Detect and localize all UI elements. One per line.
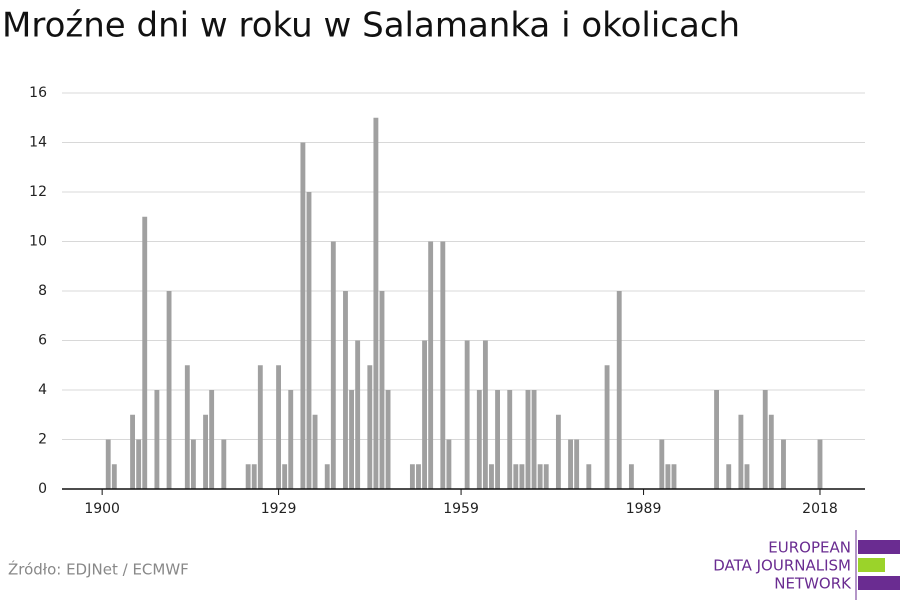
bar <box>343 291 348 489</box>
bar <box>324 464 330 489</box>
bar <box>300 142 306 489</box>
bar <box>142 216 148 489</box>
bar <box>428 241 434 489</box>
bar <box>130 414 135 489</box>
bar <box>184 365 190 489</box>
x-tick-label: 1989 <box>626 501 662 517</box>
bar <box>154 390 160 489</box>
bar <box>665 464 671 489</box>
bar <box>531 390 537 489</box>
x-tick-label: 1929 <box>261 501 297 517</box>
x-tick-label: 1900 <box>84 501 120 517</box>
bar <box>440 241 446 489</box>
y-tick-label: 12 <box>29 184 47 200</box>
bar <box>409 464 415 489</box>
bar <box>190 439 196 489</box>
bar <box>714 390 719 489</box>
bar <box>257 365 263 489</box>
bar <box>768 414 774 489</box>
bar <box>446 439 452 489</box>
bar <box>276 365 281 489</box>
y-tick-label: 10 <box>29 234 47 250</box>
y-tick-label: 14 <box>29 135 47 151</box>
bar <box>209 390 215 489</box>
bar <box>671 464 677 489</box>
bar <box>537 464 543 489</box>
bar <box>513 464 519 489</box>
logo-text: EUROPEAN <box>768 539 851 557</box>
bar <box>221 439 227 489</box>
bar <box>744 464 750 489</box>
bar <box>367 365 373 489</box>
bar <box>604 365 610 489</box>
y-tick-label: 2 <box>38 432 47 448</box>
logo-text: NETWORK <box>774 575 852 593</box>
bar <box>166 291 172 489</box>
bar <box>306 192 312 489</box>
bar <box>245 464 251 489</box>
bar <box>738 414 744 489</box>
y-tick-label: 0 <box>38 481 47 497</box>
logo-bar <box>858 540 900 554</box>
y-tick-label: 6 <box>38 333 47 349</box>
bar <box>781 439 786 489</box>
chart-title: Mroźne dni w roku w Salamanka i okolicac… <box>2 6 740 46</box>
x-tick-label: 1959 <box>443 501 479 517</box>
y-tick-label: 4 <box>38 382 47 398</box>
logo-bar <box>858 576 900 590</box>
bar <box>628 464 634 489</box>
bar <box>373 117 379 489</box>
bar <box>355 340 361 489</box>
bar <box>659 439 665 489</box>
bar <box>525 390 531 489</box>
bar <box>422 340 427 489</box>
bar <box>519 464 525 489</box>
bar <box>489 464 494 489</box>
bar <box>574 439 580 489</box>
bar <box>136 439 142 489</box>
bar <box>568 439 573 489</box>
bar <box>349 390 354 489</box>
bar <box>476 390 482 489</box>
bar <box>416 464 421 489</box>
bar <box>507 390 513 489</box>
bar <box>726 464 732 489</box>
bar <box>616 291 622 489</box>
logo-bar <box>858 558 885 572</box>
bar <box>495 390 500 489</box>
bar <box>282 464 288 489</box>
logo-text: DATA JOURNALISM <box>713 557 851 575</box>
bar <box>288 390 294 489</box>
bar <box>385 390 391 489</box>
y-tick-label: 8 <box>38 283 47 299</box>
bar <box>379 291 385 489</box>
bar <box>817 439 823 489</box>
bar <box>251 464 257 489</box>
bar <box>464 340 470 489</box>
bar <box>543 464 549 489</box>
bar <box>312 414 318 489</box>
y-tick-label: 16 <box>29 85 47 101</box>
bar <box>330 241 336 489</box>
bar <box>762 390 768 489</box>
bar <box>586 464 592 489</box>
source-note: Źródło: EDJNet / ECMWF <box>8 560 189 579</box>
bar <box>203 414 208 489</box>
x-tick-label: 2018 <box>802 501 838 517</box>
bar <box>482 340 488 489</box>
bar <box>555 414 561 489</box>
bar <box>111 464 117 489</box>
bar <box>105 439 111 489</box>
